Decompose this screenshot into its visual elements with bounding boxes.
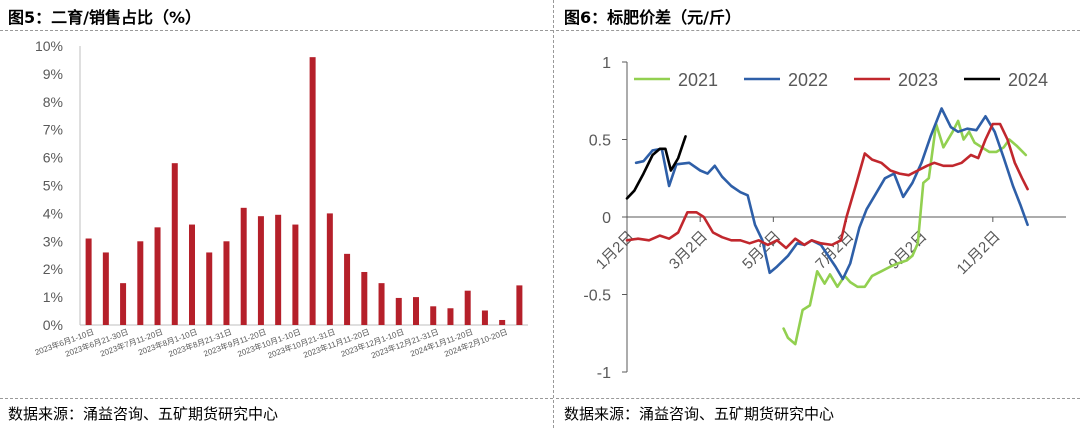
bar (85, 238, 92, 325)
bar (257, 216, 264, 325)
source-note: 数据来源：涌益咨询、五矿期货研究中心 (8, 405, 279, 423)
y-tick-label: -1 (597, 365, 611, 382)
bar (413, 297, 419, 325)
y-tick-label: -0.5 (583, 288, 611, 305)
legend-label: 2022 (788, 70, 828, 90)
legend-label: 2024 (1008, 70, 1048, 90)
legend-label: 2023 (898, 70, 938, 90)
y-tick-label: 4% (43, 205, 63, 221)
source-note: 数据来源：涌益咨询、五矿期货研究中心 (564, 405, 835, 423)
right-panel: 图6：标肥价差（元/斤） 1 0.5 0 -0.5 -1 1月2日 3月2日 5月2日 7月2日… (556, 0, 1080, 428)
series-line (634, 107, 1029, 281)
bar (447, 308, 454, 325)
y-tick-label: 7% (43, 122, 63, 138)
bar-chart: 0%1%2%3%4%5%6%7%8%9%10%2023年6月1-10日2023年… (33, 38, 528, 360)
footer-rule (0, 398, 553, 399)
chart-title: 图5：二育/销售占比（%） (8, 8, 202, 27)
y-tick-label: 5% (43, 178, 63, 194)
y-tick-label: 8% (43, 94, 63, 110)
bar (137, 241, 144, 325)
bar (154, 227, 161, 325)
bar (206, 252, 213, 325)
bar (189, 224, 195, 325)
legend-label: 2021 (678, 70, 718, 90)
bar (326, 213, 333, 325)
y-tick-label: 3% (43, 233, 63, 249)
y-tick-label: 0.5 (589, 133, 611, 150)
y-tick-label: 2% (43, 261, 63, 277)
y-tick-label: 6% (43, 150, 63, 166)
bar (481, 310, 488, 325)
bar (102, 252, 109, 325)
bar (499, 319, 506, 325)
y-tick-label: 9% (43, 66, 63, 82)
chart-title: 图6：标肥价差（元/斤） (564, 8, 741, 27)
bar (344, 253, 351, 325)
bar (171, 163, 178, 325)
x-tick-label: 1月2日 (593, 228, 638, 273)
bar (309, 57, 316, 325)
footer-rule (556, 398, 1080, 399)
panel-divider (553, 0, 554, 428)
bar (361, 271, 368, 325)
bar (292, 224, 299, 325)
x-tick-label: 11月2日 (954, 228, 1004, 278)
y-tick-label: 1% (43, 289, 63, 305)
left-panel: 图5：二育/销售占比（%） 0% 1% 2% 3% 4% 5% 6% 7% 8% 9% 10% 202… (0, 8, 553, 423)
y-tick-label: 0 (602, 210, 611, 227)
x-tick-label: 3月2日 (666, 228, 711, 273)
bar (240, 207, 247, 325)
bar (378, 283, 385, 325)
series-line (625, 122, 1029, 250)
bar (516, 285, 523, 325)
bar (275, 214, 282, 325)
y-tick-label: 1 (602, 55, 611, 72)
bar (464, 290, 471, 325)
header-rule (0, 30, 553, 31)
header-rule (556, 30, 1080, 31)
bar (120, 283, 127, 325)
bar (430, 306, 437, 325)
series-line (625, 135, 687, 200)
y-tick-label: 10% (35, 38, 63, 54)
bar (223, 241, 230, 325)
bar (395, 297, 402, 325)
y-tick-label: 0% (43, 317, 63, 333)
line-chart: 10.50-0.5-11月2日 3月2日 5月2日 7月2日 9月2日 11月2日2021… (583, 55, 1066, 382)
